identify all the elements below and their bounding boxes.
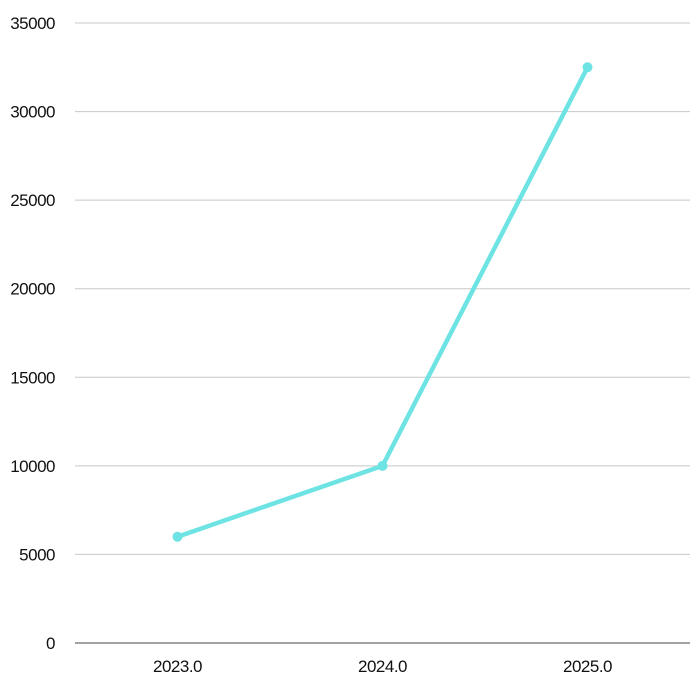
data-point xyxy=(377,460,388,471)
y-tick-label: 10000 xyxy=(10,457,55,476)
series-layer xyxy=(172,62,593,542)
y-tick-label: 20000 xyxy=(10,280,55,299)
x-tick-label: 2023.0 xyxy=(153,657,202,675)
y-tick-label: 35000 xyxy=(10,14,55,33)
y-tick-label: 25000 xyxy=(10,191,55,210)
grid-layer xyxy=(75,22,690,555)
y-tick-label: 0 xyxy=(46,634,55,653)
data-point xyxy=(582,62,593,73)
y-tick-label: 5000 xyxy=(19,545,55,564)
y-tick-label: 30000 xyxy=(10,103,55,122)
y-tick-label: 15000 xyxy=(10,368,55,387)
y-tick-labels: 0 5000 10000 15000 20000 25000 30000 35000 xyxy=(10,14,55,653)
x-tick-label: 2025.0 xyxy=(563,657,612,675)
x-tick-label: 2024.0 xyxy=(358,657,407,675)
data-point xyxy=(172,531,183,542)
x-tick-labels: 2023.0 2024.0 2025.0 xyxy=(153,657,613,675)
